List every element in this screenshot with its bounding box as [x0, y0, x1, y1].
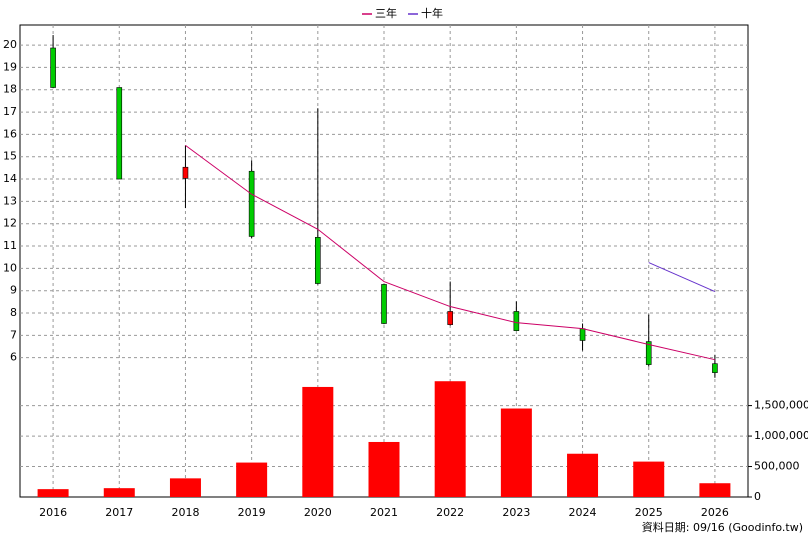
y-tick-label: 17 [3, 105, 17, 118]
volume-bar [368, 441, 400, 497]
volume-bar [103, 488, 135, 497]
volume-bar [434, 381, 466, 497]
x-tick-label: 2026 [701, 506, 729, 519]
x-tick-label: 2016 [39, 506, 67, 519]
y-tick-label: 16 [3, 127, 17, 140]
x-tick-label: 2017 [105, 506, 133, 519]
y2-tick-label: 500,000 [754, 460, 800, 473]
volume-bar [500, 408, 532, 497]
candle-body [447, 311, 453, 325]
candle-body [116, 87, 123, 180]
ma-line [185, 144, 716, 361]
y-tick-label: 7 [10, 328, 17, 341]
x-tick-label: 2019 [238, 506, 266, 519]
volume-bar [633, 461, 665, 497]
candle-body [248, 170, 255, 237]
ma-line [648, 262, 716, 293]
candle-body [381, 284, 387, 324]
y-tick-label: 12 [3, 217, 17, 230]
candle-body [579, 328, 586, 341]
volume-bar [302, 386, 334, 497]
x-tick-label: 2023 [502, 506, 530, 519]
y2-tick-label: 1,000,000 [754, 429, 808, 442]
y-tick-label: 14 [3, 172, 17, 185]
y-tick-label: 18 [3, 83, 17, 96]
y2-tick-label: 0 [754, 490, 761, 503]
candle-body [645, 341, 652, 365]
y2-tick-label: 1,500,000 [754, 399, 808, 412]
x-tick-label: 2021 [370, 506, 398, 519]
x-tick-label: 2020 [304, 506, 332, 519]
volume-bar [567, 453, 599, 497]
y-tick-label: 10 [3, 261, 17, 274]
candle-body [50, 47, 56, 88]
volume-bar [699, 483, 731, 497]
x-tick-label: 2018 [171, 506, 199, 519]
x-tick-label: 2025 [635, 506, 663, 519]
legend-label: 三年 [375, 6, 397, 20]
y-tick-label: 8 [10, 306, 17, 319]
x-tick-label: 2022 [436, 506, 464, 519]
y-tick-label: 11 [3, 239, 17, 252]
y-tick-label: 13 [3, 194, 17, 207]
legend-label: 十年 [421, 6, 443, 20]
y-tick-label: 19 [3, 60, 17, 73]
candle-body [182, 166, 189, 179]
candle-body [315, 237, 321, 284]
volume-bar [169, 478, 201, 497]
y-tick-label: 9 [10, 284, 17, 297]
volume-bar [37, 489, 69, 497]
footer: 資料日期: 09/16 (Goodinfo.tw) [642, 520, 803, 534]
candle-body [513, 311, 520, 331]
y-tick-label: 20 [3, 38, 17, 51]
x-tick-label: 2024 [569, 506, 597, 519]
volume-bar [236, 462, 268, 497]
candle-body [712, 363, 718, 373]
y-tick-label: 15 [3, 150, 17, 163]
y-tick-label: 6 [10, 351, 17, 364]
